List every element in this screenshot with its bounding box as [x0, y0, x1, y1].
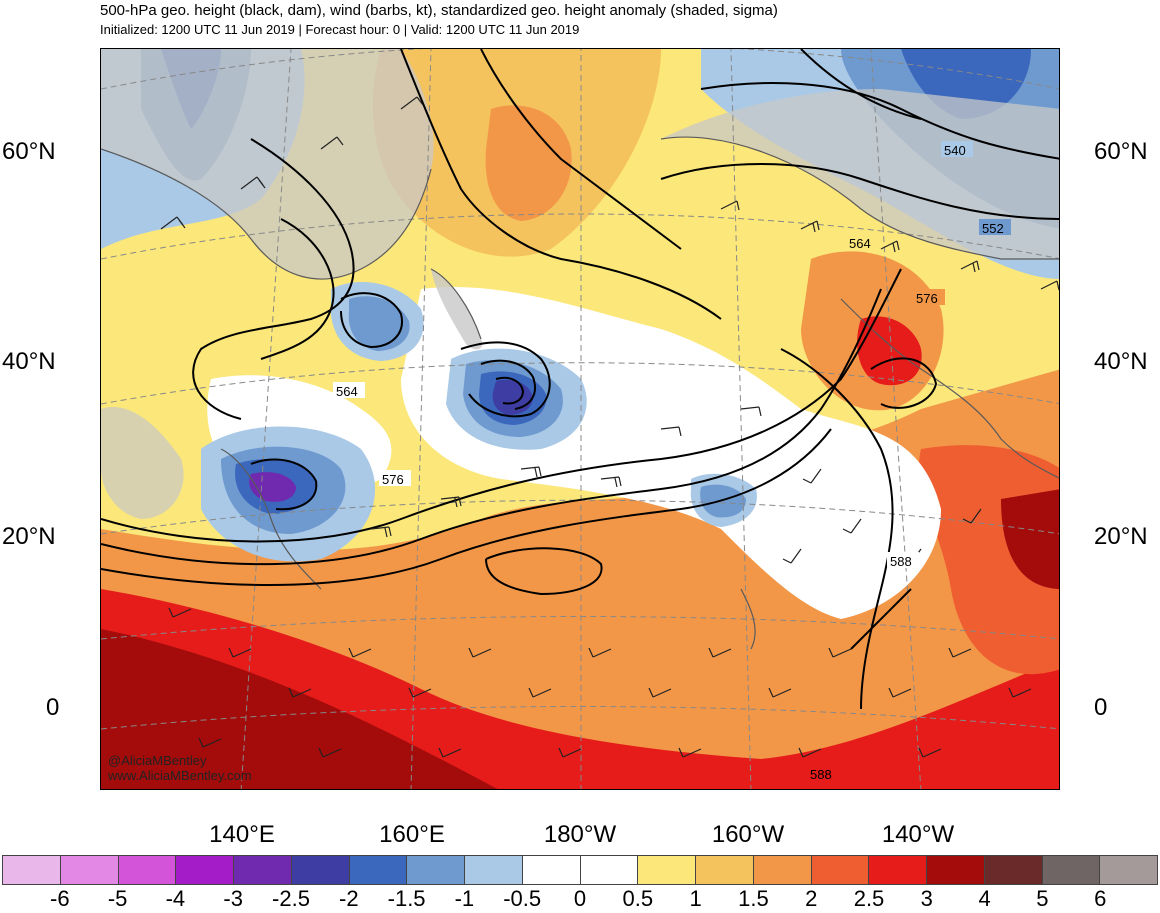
contour-label-588-south: 588 — [810, 767, 832, 782]
colorbar-tick-label: 4 — [978, 886, 991, 911]
colorbar-tick-label: 3 — [920, 886, 933, 911]
wind-barbs — [160, 96, 1059, 758]
colorbar-swatch — [3, 856, 61, 884]
lon-label-160e: 160°E — [379, 821, 445, 848]
lon-label-160w: 160°W — [711, 821, 785, 848]
contour-label-552: 552 — [982, 221, 1004, 236]
land-asia — [101, 49, 434, 279]
colorbar-swatch — [1042, 856, 1101, 884]
colorbar-swatch — [1100, 856, 1157, 884]
colorbar-tick-label: 6 — [1094, 886, 1107, 911]
colorbar-tick-label: 2.5 — [853, 886, 885, 911]
colorbar-swatch — [753, 856, 812, 884]
map-canvas: 540 552 564 576 564 576 588 588 — [101, 49, 1059, 789]
lat-label-60n-right: 60°N — [1094, 138, 1148, 165]
contour-label-564-west: 564 — [336, 384, 358, 399]
anomaly-fill-darkred-south — [101, 629, 498, 789]
lon-label-180w: 180°W — [543, 821, 617, 848]
colorbar-swatch — [407, 856, 465, 884]
colorbar-swatch — [465, 856, 523, 884]
colorbar-swatch — [927, 856, 985, 884]
contour-label-588-east: 588 — [890, 554, 912, 569]
lat-label-40n-left: 40°N — [2, 348, 56, 375]
lat-label-20n-left: 20°N — [2, 523, 56, 550]
colorbar-tick-label: 2 — [805, 886, 818, 911]
colorbar-tick-label: -4 — [165, 886, 186, 911]
colorbar-tick-label: 0 — [573, 886, 587, 911]
contour-labels: 540 552 564 576 564 576 588 588 — [333, 141, 1011, 782]
colorbar-swatch — [869, 856, 927, 884]
colorbar-tick-label: -2 — [339, 886, 359, 911]
colorbar-swatch — [638, 856, 696, 884]
contour-label-540: 540 — [944, 143, 966, 158]
colorbar-swatch — [118, 856, 177, 884]
contour-label-576-west: 576 — [382, 472, 404, 487]
lat-label-60n-left: 60°N — [2, 138, 56, 165]
credit-handle: @AliciaMBentley — [108, 753, 207, 768]
colorbar-swatch — [60, 856, 119, 884]
land-alaska — [661, 89, 1059, 259]
chart-subtitle: Initialized: 1200 UTC 11 Jun 2019 | Fore… — [100, 22, 580, 37]
colorbar-tick-label: -0.5 — [503, 886, 542, 911]
colorbar-tick-label: -5 — [107, 886, 128, 911]
colorbar-swatch — [811, 856, 870, 884]
anomaly-fill-orange2-north — [485, 105, 572, 221]
colorbar-tick-label: 1 — [689, 886, 702, 911]
colorbar-swatch — [349, 856, 408, 884]
lat-label-eq-right: 0 — [1094, 694, 1108, 721]
colorbar-tick-label: 5 — [1036, 886, 1049, 911]
anomaly-fill-blue2-kamchatka — [348, 296, 410, 351]
contour-label-576-east: 576 — [916, 291, 938, 306]
colorbar-tick-label: -6 — [50, 886, 70, 911]
colorbar-tick-label: 0.5 — [622, 886, 654, 911]
colorbar-swatch — [580, 856, 639, 884]
lon-label-140e: 140°E — [209, 821, 275, 848]
chart-title: 500-hPa geo. height (black, dam), wind (… — [100, 2, 778, 19]
anomaly-fill-blue2-east — [700, 484, 746, 518]
colorbar-swatch — [984, 856, 1043, 884]
colorbar-swatch — [291, 856, 350, 884]
colorbar-tick-label: 1.5 — [738, 886, 769, 911]
contour-label-564-east: 564 — [849, 236, 871, 251]
graticule — [101, 49, 1059, 789]
anomaly-fill-darkred-east — [1001, 489, 1059, 589]
colorbar-swatch — [522, 856, 581, 884]
lon-label-140w: 140°W — [881, 821, 955, 848]
height-contours — [101, 49, 1059, 710]
lat-label-20n-right: 20°N — [1094, 523, 1148, 550]
colorbar-tick-label: -1 — [454, 886, 475, 911]
colorbar-tick-label: -1.5 — [387, 886, 426, 911]
land-asia-west — [101, 407, 184, 519]
coastlines — [101, 136, 1059, 650]
colorbar-tick-label: -3 — [223, 886, 243, 911]
colorbar-swatch — [176, 856, 234, 884]
credit-site: www.AliciaMBentley.com — [108, 768, 252, 783]
map-panel: 540 552 564 576 564 576 588 588 — [100, 48, 1060, 790]
lat-label-eq-left: 0 — [46, 694, 60, 721]
land-kamchatka — [431, 269, 483, 350]
colorbar-swatch — [234, 856, 292, 884]
colorbar-swatch — [696, 856, 754, 884]
colorbar — [2, 855, 1158, 885]
lat-label-40n-right: 40°N — [1094, 348, 1148, 375]
colorbar-tick-label: -2.5 — [272, 886, 310, 911]
